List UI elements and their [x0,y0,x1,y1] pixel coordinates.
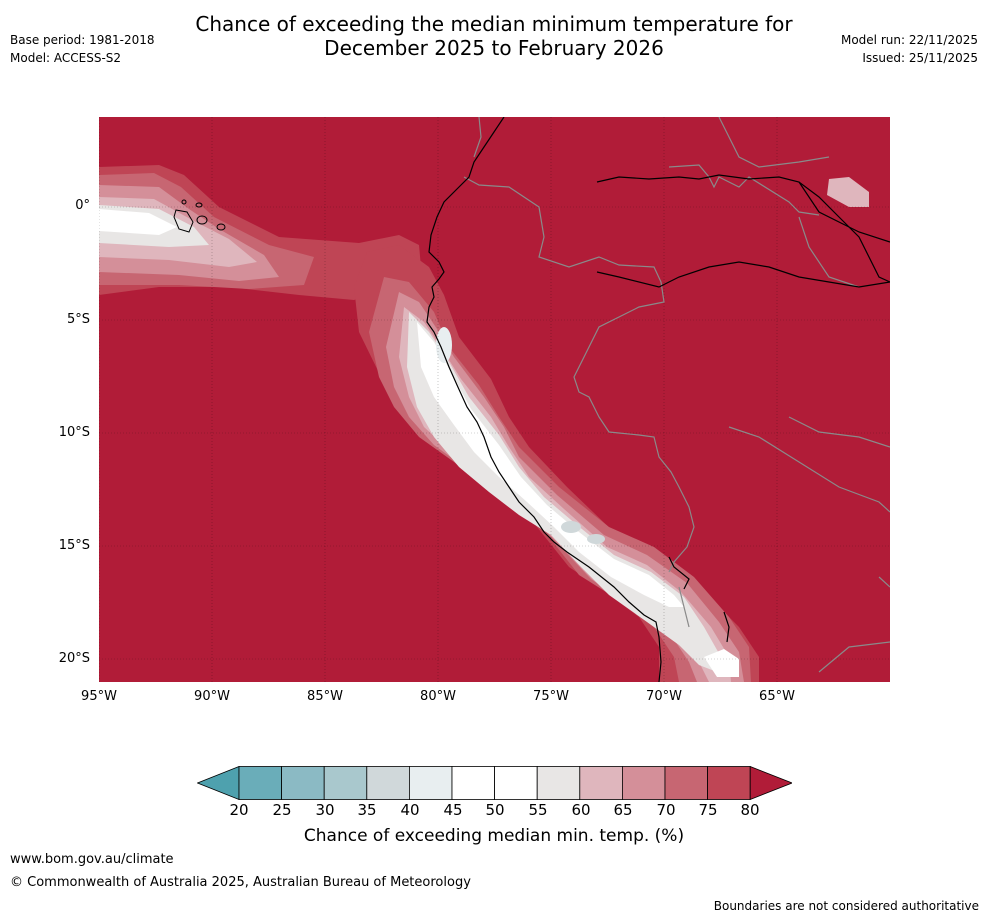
colour-bar-tick-75: 75 [698,801,718,819]
colour-bar-tick-50: 50 [485,801,505,819]
lon-label-80w: 80°W [420,689,456,704]
model-name: Model: ACCESS-S2 [10,51,122,65]
colour-bar-cell [621,766,666,800]
colour-bar-cell [408,766,453,800]
colour-bar-cell [281,766,325,800]
colour-bar-tick-20: 20 [229,801,249,819]
colour-bar-cell [451,766,495,800]
contour-50-south-patch [704,649,739,677]
colour-bar-label: Chance of exceeding median min. temp. (%… [303,826,685,846]
lon-label-90w: 90°W [194,689,230,704]
lat-label-0: 0° [75,198,90,213]
coastline [426,117,890,682]
colour-bar-tick-80: 80 [740,801,760,819]
colour-bar-cell [323,766,368,800]
colour-bar-cell [664,766,708,800]
contour-50-galapagos [99,209,177,235]
issued-date: Issued: 25/11/2025 [862,51,978,65]
galapagos-islands [173,199,226,233]
colour-bar-cell [238,766,282,800]
colour-bar [197,766,792,800]
contour-40-coast-patch-2 [561,521,581,533]
model-run: Model run: 22/11/2025 [840,33,978,47]
graticule [99,117,890,682]
title-line-2: December 2025 to February 2026 [324,36,664,60]
contour-45-coast-patch-1 [436,327,452,363]
colour-bar-cell [494,766,538,800]
colour-bar-tick-45: 45 [443,801,463,819]
colour-bar-tick-55: 55 [528,801,548,819]
lon-label-65w: 65°W [759,689,795,704]
colour-bar-cell [707,766,751,800]
metadata-left: Base period: 1981-2018 Model: ACCESS-S2 [10,31,155,67]
colour-bar-tick-65: 65 [613,801,633,819]
lat-label-20s: 20°S [58,651,90,666]
lon-label-75w: 75°W [533,689,569,704]
boundary-disclaimer: Boundaries are not considered authoritat… [713,899,979,913]
colour-bar-tick-35: 35 [357,801,377,819]
national-borders [463,117,890,673]
contour-40-coast-patch-3 [587,534,605,544]
colour-bar-cell [366,766,410,800]
lat-label-15s: 15°S [58,538,90,553]
colour-bar-arrow-high [749,766,792,800]
colour-bar-arrow-low [197,766,240,800]
base-period: Base period: 1981-2018 [10,33,155,47]
colour-bar-tick-60: 60 [571,801,591,819]
lon-label-95w: 95°W [81,689,117,704]
lon-label-85w: 85°W [307,689,343,704]
map-title: Chance of exceeding the median minimum t… [0,12,988,60]
title-line-1: Chance of exceeding the median minimum t… [195,12,793,36]
colour-bar-cell [579,766,623,800]
metadata-right: Model run: 22/11/2025 Issued: 25/11/2025 [841,31,978,67]
contour-60-north-east-patch [827,177,869,207]
lat-label-5s: 5°S [66,312,90,327]
lon-label-70w: 70°W [646,689,682,704]
copyright-notice: © Commonwealth of Australia 2025, Austra… [10,875,471,890]
colour-bar-tick-70: 70 [656,801,676,819]
source-url: www.bom.gov.au/climate [10,852,174,867]
probability-map [99,117,890,682]
colour-bar-tick-40: 40 [400,801,420,819]
colour-bar-cell [536,766,581,800]
lat-label-10s: 10°S [58,425,90,440]
colour-bar-tick-25: 25 [272,801,292,819]
colour-bar-tick-30: 30 [315,801,335,819]
